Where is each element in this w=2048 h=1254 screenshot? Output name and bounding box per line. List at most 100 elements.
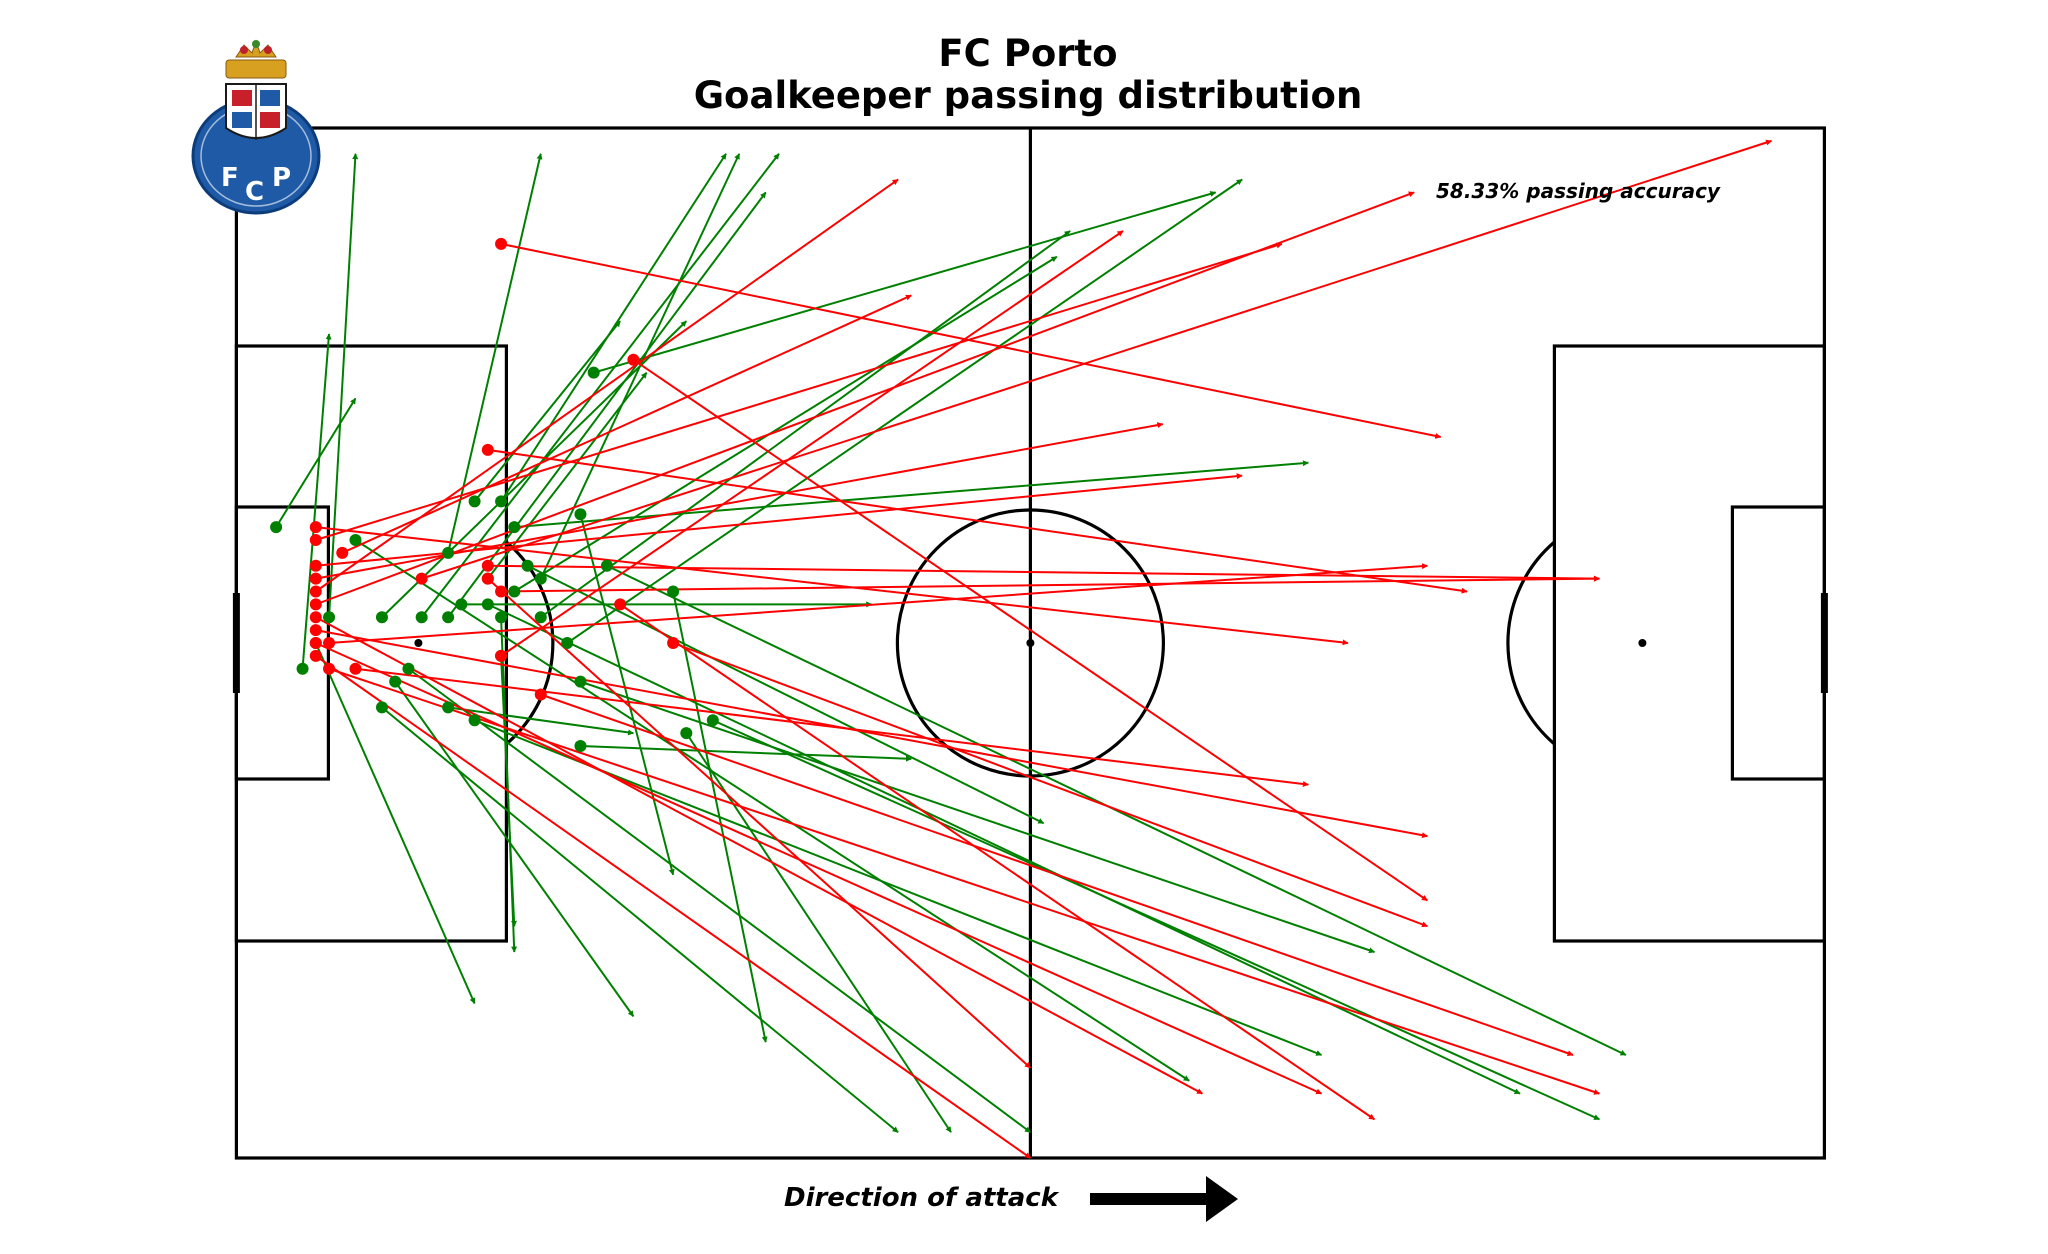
successful-pass-line-24 [514,460,1309,529]
unsuccessful-pass-origin-17 [495,585,508,598]
successful-pass-origin-1 [270,521,283,534]
chart-subtitle: Goalkeeper passing distribution [694,74,1363,117]
successful-pass-origin-14 [442,546,455,559]
successful-pass-line-25 [447,706,634,736]
successful-pass-line-4 [407,667,1031,1134]
unsuccessful-pass-origin-11 [323,662,336,675]
left-penalty-area [234,344,508,943]
successful-pass-line-18 [487,603,1521,1095]
unsuccessful-pass-line-19 [672,642,1428,928]
successful-pass-origin-18 [481,598,494,611]
chart-title: FC Porto [938,32,1117,75]
unsuccessful-pass-line-13 [421,139,1773,580]
unsuccessful-pass-line-4 [315,191,1415,606]
unsuccessful-pass-origin-1 [309,611,322,624]
successful-pass-origin-27 [574,508,587,521]
unsuccessful-pass-line-14 [487,577,1032,1069]
unsuccessful-pass-origin-19 [667,637,680,649]
unsuccessful-pass-origin-5 [309,572,322,585]
unsuccessful-pass-line-7 [315,473,1243,567]
unsuccessful-pass-origin-10 [323,637,336,649]
direction-arrow-icon [1090,1176,1238,1222]
unsuccessful-pass-line-15 [487,448,1468,594]
pass-layer [270,139,1773,1159]
successful-pass-line-5 [474,719,1323,1056]
successful-pass-origin-32 [561,637,574,649]
successful-pass-line-31 [672,591,768,1043]
unsuccessful-pass-origin-12 [349,662,362,675]
successful-pass-origin-16 [468,495,481,508]
successful-pass-line-34 [593,190,1217,374]
successful-pass-origin-6 [455,598,468,611]
unsuccessful-pass-line-9 [315,526,1349,646]
successful-pass-line-21 [527,564,1045,825]
successful-pass-origin-28 [600,559,613,572]
successful-pass-line-14 [447,153,543,554]
unsuccessful-pass-line-2 [315,642,1323,1095]
successful-pass-line-13 [354,539,1190,1082]
successful-pass-origin-30 [680,727,693,740]
successful-pass-line-16 [473,320,621,503]
fc-porto-crest-logo: F C P [191,39,321,215]
unsuccessful-pass-origin-16 [495,649,508,662]
unsuccessful-pass-line-0 [315,655,1031,1159]
successful-pass-line-3 [394,681,635,1017]
unsuccessful-pass-line-6 [315,629,1428,839]
successful-pass-origin-26 [534,611,547,624]
successful-pass-origin-17 [495,495,508,508]
unsuccessful-pass-line-17 [501,575,1601,593]
right-six-yard-box [1730,505,1827,781]
unsuccessful-pass-origin-9 [309,521,322,534]
successful-pass-origin-25 [442,701,455,714]
left-penalty-spot [414,639,423,647]
unsuccessful-pass-origin-13 [415,572,428,585]
successful-pass-line-0 [301,333,332,669]
successful-pass-origin-15 [442,611,455,624]
unsuccessful-pass-line-8 [315,242,1283,541]
unsuccessful-pass-line-24 [619,603,1376,1121]
successful-pass-origin-33 [706,714,719,727]
unsuccessful-pass-origin-8 [309,534,322,546]
successful-pass-origin-23 [375,611,388,624]
successful-pass-line-11 [328,153,359,618]
successful-pass-line-30 [685,732,952,1133]
unsuccessful-pass-line-20 [632,358,1428,902]
successful-pass-line-9 [580,680,1376,954]
centre-spot [1026,639,1035,647]
right-penalty-arc [1506,540,1556,746]
svg-text:F: F [221,163,239,193]
successful-pass-line-1 [275,397,357,528]
successful-pass-line-10 [420,153,780,618]
unsuccessful-pass-line-3 [315,178,899,593]
svg-text:C: C [245,177,264,207]
unsuccessful-pass-line-10 [328,563,1428,644]
unsuccessful-pass-line-18 [540,693,1574,1057]
successful-pass-origin-34 [587,366,600,379]
unsuccessful-pass-line-11 [328,667,1601,1095]
successful-pass-origin-9 [574,675,587,688]
successful-pass-origin-24 [508,521,521,534]
unsuccessful-pass-origin-15 [481,443,494,456]
unsuccessful-pass-origin-3 [309,585,322,598]
successful-pass-line-19 [513,255,1058,593]
successful-pass-line-8 [580,745,912,762]
unsuccessful-pass-origin-22 [336,546,349,559]
unsuccessful-pass-line-12 [355,667,1309,787]
unsuccessful-pass-origin-0 [309,649,322,662]
unsuccessful-pass-line-23 [487,564,1601,582]
unsuccessful-pass-line-16 [500,230,1124,657]
unsuccessful-pass-line-22 [341,294,912,554]
right-penalty-area [1552,344,1827,943]
successful-pass-origin-19 [508,585,521,598]
unsuccessful-pass-line-21 [500,242,1442,439]
unsuccessful-pass-origin-4 [309,598,322,611]
successful-pass-origin-3 [389,675,402,688]
successful-pass-line-32 [566,178,1243,644]
successful-pass-origin-10 [415,611,428,624]
unsuccessful-pass-origin-6 [309,624,322,637]
successful-pass-origin-5 [468,714,481,727]
unsuccessful-pass-origin-7 [309,559,322,572]
svg-text:P: P [272,163,291,193]
centre-circle [895,508,1166,778]
